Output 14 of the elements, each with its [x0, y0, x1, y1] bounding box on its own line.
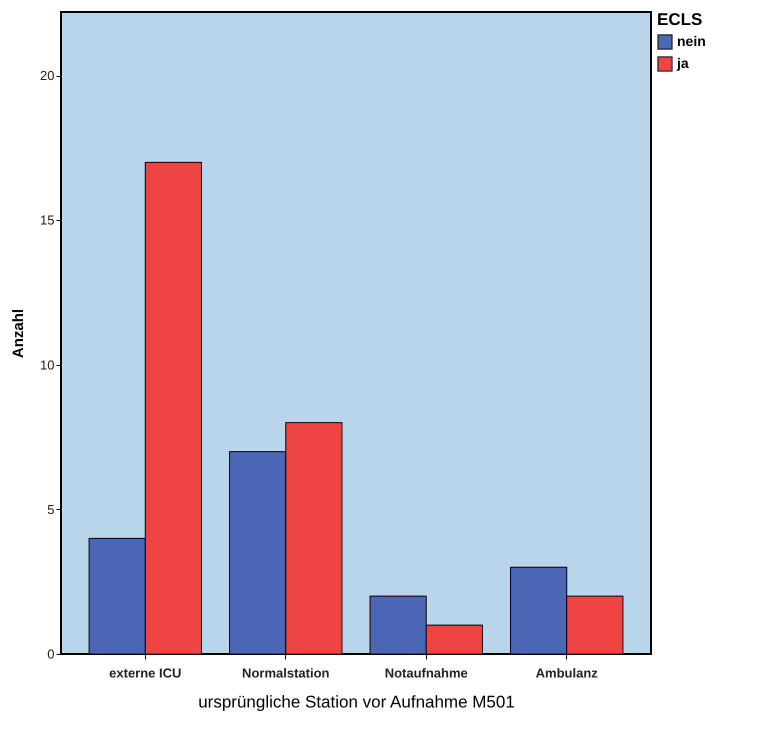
x-tick-label: Normalstation: [242, 666, 330, 680]
legend-title: ECLS: [657, 10, 702, 29]
legend-label: nein: [677, 33, 706, 49]
x-axis-title: ursprüngliche Station vor Aufnahme M501: [198, 692, 515, 712]
legend-label: ja: [676, 55, 689, 71]
x-tick-label: Ambulanz: [536, 666, 598, 680]
y-tick-label: 15: [40, 212, 54, 228]
y-tick-label: 0: [47, 646, 54, 662]
y-tick-label: 10: [40, 357, 54, 372]
y-tick-label: 5: [47, 502, 54, 517]
x-tick-label: externe ICU: [109, 666, 182, 680]
x-tick-label: Notaufnahme: [384, 666, 468, 680]
y-axis-title: Anzahl: [10, 308, 28, 358]
y-tick-label: 20: [40, 68, 54, 84]
